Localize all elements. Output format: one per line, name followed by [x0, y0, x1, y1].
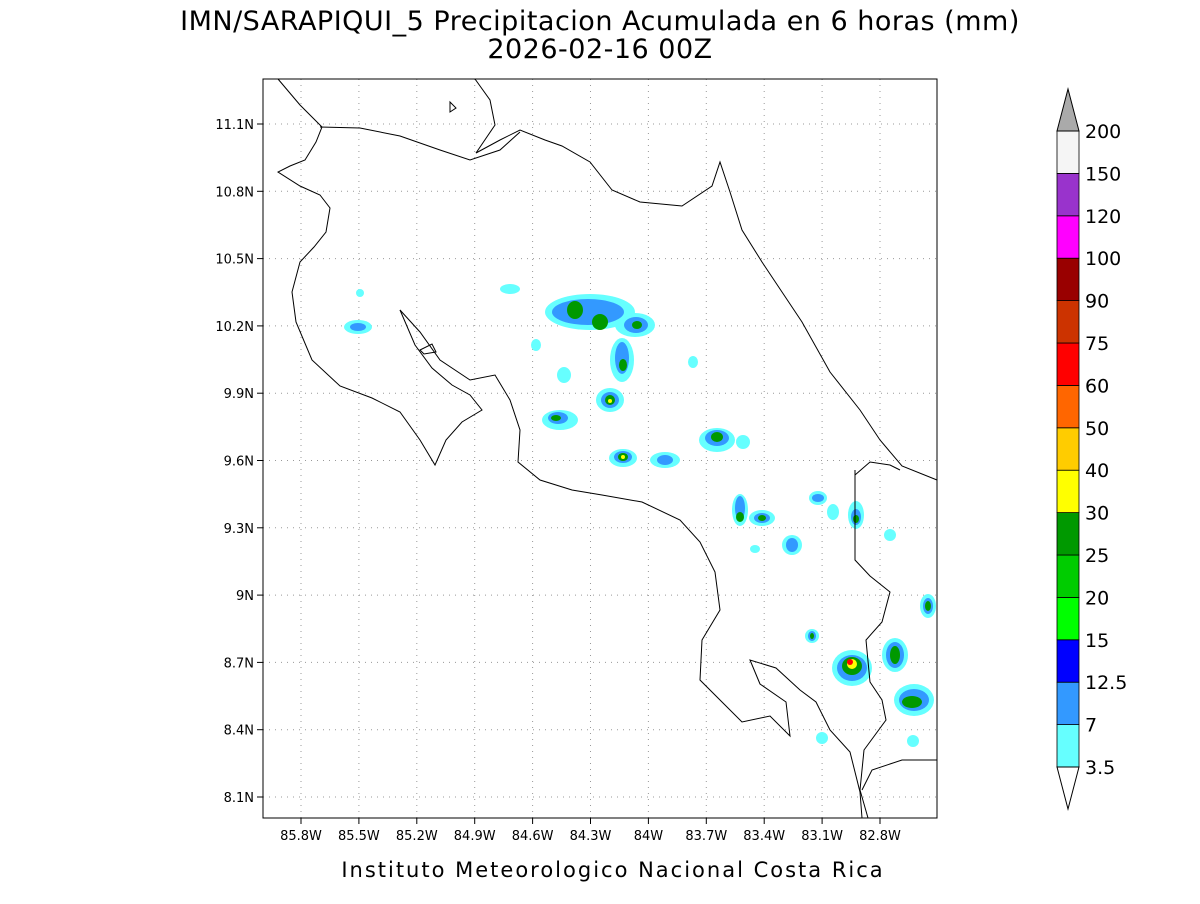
colorbar-under [1056, 766, 1080, 811]
y-tick-label: 8.7N [224, 656, 254, 671]
colorbar-label: 75 [1085, 333, 1109, 355]
colorbar-label: 7 [1085, 715, 1097, 737]
colorbar-label: 50 [1085, 418, 1109, 440]
x-tick-label: 83.4W [743, 829, 785, 844]
x-tick-label: 83.1W [801, 829, 843, 844]
y-tick-label: 10.2N [215, 320, 254, 335]
y-tick-label: 9.6N [224, 455, 254, 470]
colorbar-segment [1056, 427, 1080, 471]
y-tick-label: 8.4N [224, 724, 254, 739]
subtitle: 2026-02-16 00Z [487, 34, 712, 65]
coastlines [276, 78, 938, 819]
colorbar-segment [1056, 257, 1080, 302]
x-tick-label: 84W [634, 829, 664, 844]
y-tick-label: 9.9N [224, 387, 254, 402]
colorbar-label: 60 [1085, 375, 1109, 397]
colorbar-segment [1056, 681, 1080, 726]
colorbar-label: 3.5 [1085, 757, 1115, 779]
x-tick-label: 85.5W [338, 829, 380, 844]
x-tick-label: 84.9W [454, 829, 496, 844]
x-tick-label: 85.2W [396, 829, 438, 844]
colorbar-over [1056, 87, 1080, 132]
colorbar-label: 100 [1085, 248, 1121, 270]
colorbar-label: 20 [1085, 587, 1109, 609]
colorbar-label: 150 [1085, 163, 1121, 185]
colorbar: 3.5 7 12.5 15 20 25 30 40 50 60 75 90 100 120 150 200 [1056, 87, 1127, 811]
colorbar-label: 40 [1085, 460, 1109, 482]
colorbar-label: 25 [1085, 545, 1109, 567]
colorbar-segment [1056, 342, 1080, 386]
y-tick-label: 8.1N [224, 791, 254, 806]
y-tick-label: 10.5N [215, 253, 254, 268]
colorbar-label: 120 [1085, 206, 1121, 228]
y-tick-label: 9N [236, 589, 254, 604]
map-background [263, 79, 937, 818]
y-tick-label: 10.8N [215, 185, 254, 200]
colorbar-segment [1056, 130, 1080, 174]
colorbar-segment [1056, 215, 1080, 259]
x-tick-label: 83.7W [685, 829, 727, 844]
footer: Instituto Meteorologico Nacional Costa R… [341, 858, 884, 882]
colorbar-segment [1056, 554, 1080, 598]
colorbar-label: 12.5 [1085, 672, 1127, 694]
colorbar-segment [1056, 469, 1080, 514]
title: IMN/SARAPIQUI_5 Precipitacion Acumulada … [180, 6, 1020, 37]
colorbar-segment [1056, 300, 1080, 344]
colorbar-segment [1056, 597, 1080, 641]
colorbar-segment [1056, 724, 1080, 768]
map-area [262, 78, 938, 819]
colorbar-segment [1056, 512, 1080, 556]
colorbar-segment [1056, 639, 1080, 683]
x-tick-label: 85.8W [280, 829, 322, 844]
x-tick-label: 82.8W [859, 829, 901, 844]
colorbar-segment [1056, 384, 1080, 429]
y-tick-label: 11.1N [215, 118, 254, 133]
y-tick-label: 9.3N [224, 522, 254, 537]
precipitation [344, 284, 936, 747]
colorbar-label: 30 [1085, 503, 1109, 525]
colorbar-segment [1056, 172, 1080, 217]
x-tick-label: 84.3W [570, 829, 612, 844]
map-frame [262, 78, 938, 819]
colorbar-label: 90 [1085, 291, 1109, 313]
colorbar-label: 15 [1085, 630, 1109, 652]
x-tick-label: 84.6W [512, 829, 554, 844]
colorbar-label: 200 [1085, 121, 1121, 143]
